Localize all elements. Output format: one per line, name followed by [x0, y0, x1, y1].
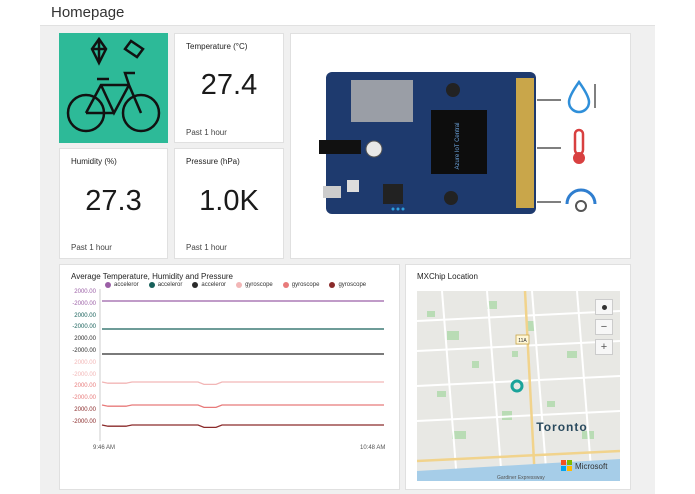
- gauge-icon: [565, 188, 597, 212]
- legend-swatch: [192, 282, 199, 288]
- map-title: MXChip Location: [417, 272, 478, 281]
- y-tick-label: -2000.00: [72, 418, 96, 425]
- legend-swatch: [148, 282, 155, 288]
- x-tick-end: 10:48 AM: [360, 445, 386, 451]
- device-image-tile[interactable]: [59, 33, 168, 143]
- svg-text:Microsoft: Microsoft: [575, 462, 608, 471]
- mxchip-image-tile[interactable]: Azure IoT Central: [290, 33, 631, 259]
- temperature-tile[interactable]: Temperature (°C) 27.4 Past 1 hour: [174, 33, 284, 143]
- legend-swatch: [236, 282, 243, 288]
- dashboard-page: Homepage Temperature (°C) 27.4 Past 1 ho…: [40, 0, 655, 494]
- bicycle-icon: [66, 36, 161, 133]
- legend-label: gyroscope: [338, 282, 367, 288]
- map-route-label: 11A: [518, 338, 527, 344]
- zoom-in-button[interactable]: +: [595, 339, 613, 355]
- humidity-period: Past 1 hour: [71, 243, 112, 252]
- svg-text:Azure IoT Central: Azure IoT Central: [455, 123, 461, 170]
- map-city-label: Toronto: [536, 420, 587, 434]
- legend-swatch: [329, 282, 336, 288]
- legend-label: gyroscope: [245, 282, 273, 288]
- location-map-tile[interactable]: MXChip Location: [405, 264, 631, 490]
- zoom-out-button[interactable]: −: [595, 319, 613, 335]
- y-tick-label: -2000.00: [72, 348, 96, 354]
- thermometer-icon: [573, 128, 585, 164]
- y-tick-label: -2000.00: [72, 395, 96, 402]
- bell-icon: [123, 39, 145, 59]
- mxchip-board-image: Azure IoT Central: [319, 72, 597, 214]
- pressure-period: Past 1 hour: [186, 243, 227, 252]
- y-tick-label: 2000.00: [74, 312, 96, 319]
- x-tick-start: 9:46 AM: [93, 445, 116, 451]
- series-line: [101, 424, 384, 429]
- y-tick-label: 2000.00: [74, 289, 96, 295]
- legend-item[interactable]: acceleror: [192, 282, 226, 288]
- legend-swatch: [105, 282, 111, 288]
- legend-item[interactable]: gyroscope: [236, 282, 273, 288]
- y-tick-label: 2000.00: [74, 407, 96, 413]
- device-location-pin: [510, 379, 524, 393]
- legend-label: acceleror: [201, 282, 227, 288]
- chart-legend: acceleror acceleror acceleror gyroscope gyro…: [105, 282, 366, 288]
- temperature-period: Past 1 hour: [186, 128, 227, 137]
- temperature-value: 27.4: [200, 69, 258, 101]
- chart-title: Average Temperature, Humidity and Pressu…: [71, 272, 234, 281]
- microsoft-logo: Microsoft: [561, 460, 608, 471]
- chart-plot: [99, 289, 384, 441]
- sensor-chart-tile[interactable]: Average Temperature, Humidity and Pressu…: [59, 264, 400, 490]
- legend-item[interactable]: acceleror: [105, 282, 139, 288]
- y-tick-label: 2000.00: [74, 383, 96, 390]
- temperature-title: Temperature (°C): [186, 42, 248, 51]
- page-title: Homepage: [51, 4, 125, 21]
- pressure-title: Pressure (hPa): [186, 157, 240, 166]
- legend-item[interactable]: acceleror: [148, 282, 183, 288]
- legend-label: acceleror: [157, 282, 183, 288]
- y-tick-label: 2000.00: [74, 359, 96, 366]
- legend-label: gyroscope: [291, 282, 320, 288]
- humidity-icon: [567, 79, 596, 114]
- y-tick-label: -2000.00: [72, 300, 96, 307]
- series-line: [101, 404, 384, 409]
- map-view[interactable]: 11A Toronto Gardiner Expressway Microsof…: [417, 291, 620, 481]
- series-line: [101, 381, 384, 386]
- legend-swatch: [282, 282, 289, 288]
- locate-icon: [601, 305, 607, 310]
- humidity-title: Humidity (%): [71, 157, 117, 166]
- humidity-value: 27.3: [85, 185, 142, 217]
- locate-button[interactable]: [595, 299, 613, 315]
- pressure-value: 1.0K: [199, 185, 259, 217]
- legend-item[interactable]: gyroscope: [282, 282, 320, 288]
- map-road-label: Gardiner Expressway: [497, 475, 545, 481]
- y-tick-label: -2000.00: [72, 371, 96, 378]
- legend-label: acceleror: [114, 282, 139, 288]
- y-tick-label: 2000.00: [74, 336, 96, 343]
- humidity-tile[interactable]: Humidity (%) 27.3 Past 1 hour: [59, 148, 168, 259]
- legend-item[interactable]: gyroscope: [329, 282, 366, 288]
- page-header: Homepage: [40, 0, 655, 26]
- y-tick-label: -2000.00: [72, 324, 96, 331]
- pressure-tile[interactable]: Pressure (hPa) 1.0K Past 1 hour: [174, 148, 284, 259]
